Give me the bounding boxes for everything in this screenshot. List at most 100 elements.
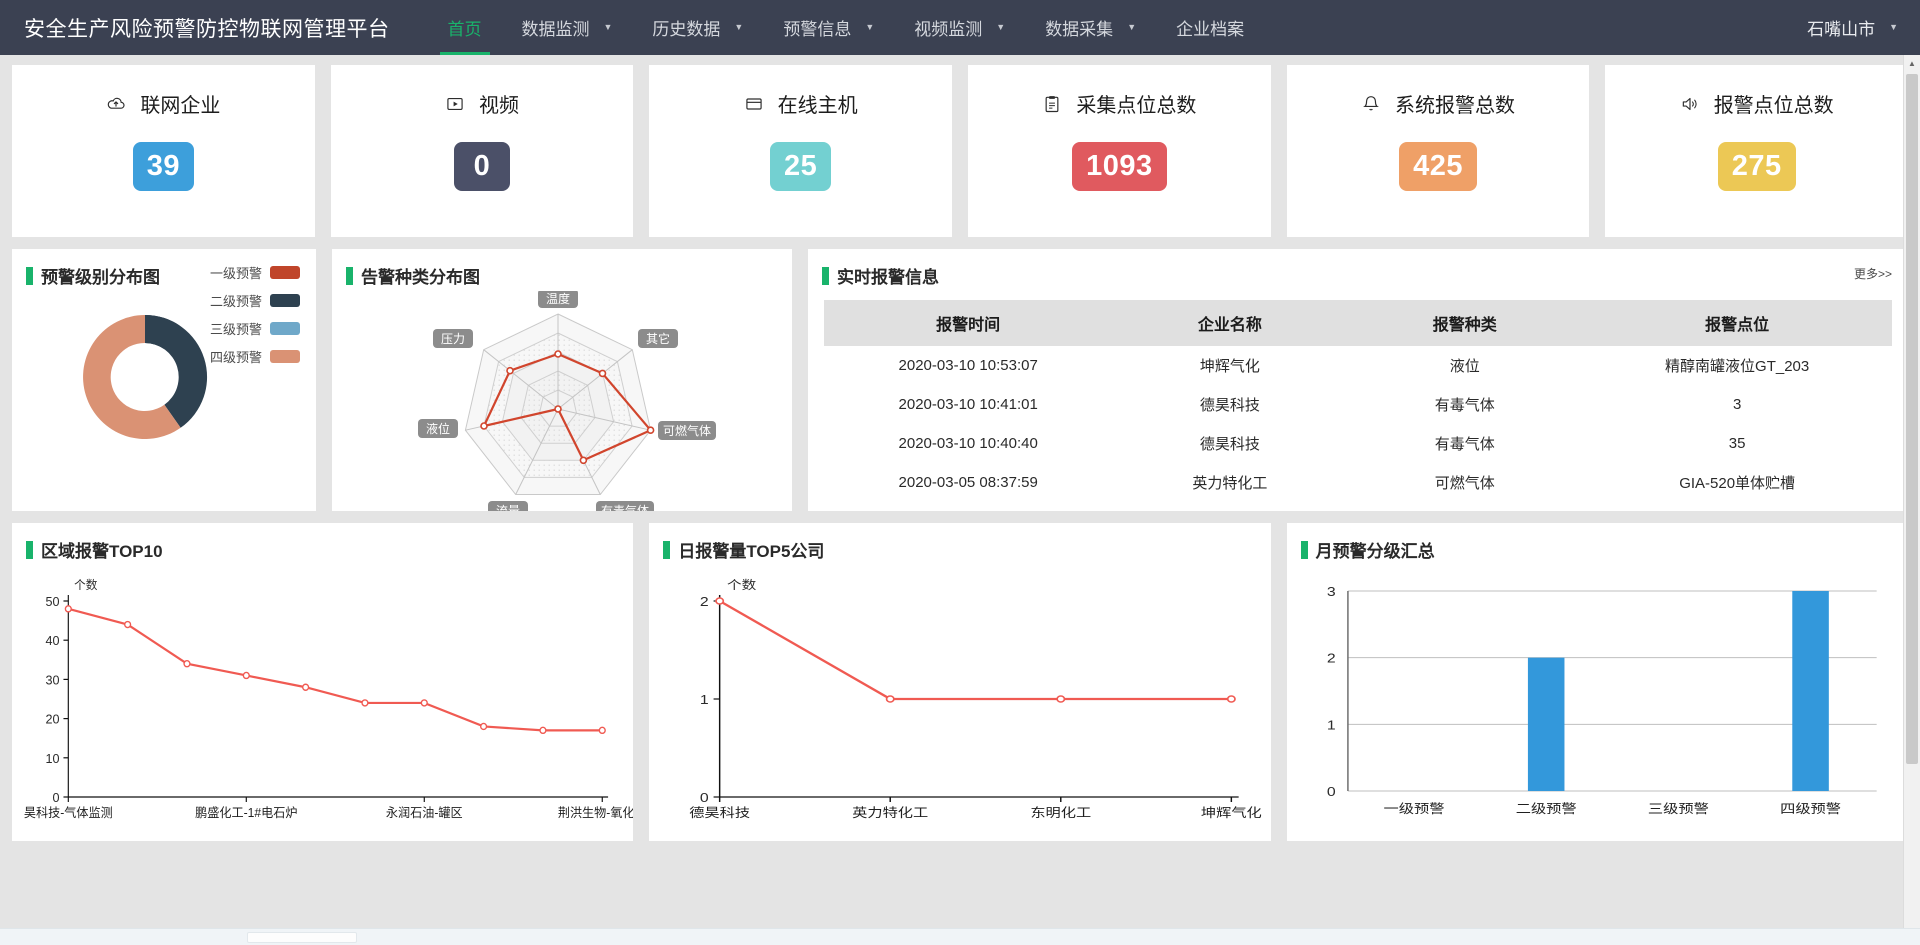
- stat-value-badge: 39: [132, 142, 194, 191]
- stat-title: 在线主机: [777, 95, 858, 117]
- title-accent-bar: [346, 266, 353, 285]
- chart-area: 0 10 20 30 40 50 个数 昊科技-气体监测 鹏盛化工-1#电石炉 永润石油-罐区 荆洪…: [12, 567, 633, 841]
- nav-item-enterprise-archive[interactable]: 企业档案: [1156, 0, 1264, 55]
- bar: [1791, 591, 1829, 791]
- y-tick-label: 10: [46, 751, 60, 766]
- more-link[interactable]: 更多>>: [1853, 267, 1892, 281]
- legend-label: 三级预警: [209, 322, 262, 337]
- vertical-scroll-thumb[interactable]: [1906, 74, 1918, 764]
- x-tick-label: 鹏盛化工-1#电石炉: [195, 805, 297, 820]
- stat-card-alarm-points[interactable]: 报警点位总数 275: [1605, 65, 1909, 237]
- radar-axis-label: 流量: [496, 504, 520, 511]
- data-point: [302, 683, 310, 691]
- data-point: [183, 660, 191, 668]
- stat-card-online-hosts[interactable]: 在线主机 25: [649, 65, 953, 237]
- data-point: [1227, 695, 1237, 703]
- panel-header: 告警种类分布图: [332, 249, 792, 288]
- stat-card-video[interactable]: 视频 0: [330, 65, 634, 237]
- legend-item[interactable]: 二级预警: [210, 291, 300, 310]
- server-icon: [746, 97, 762, 110]
- nav-item-warning-info[interactable]: 预警信息 ▼: [763, 0, 894, 55]
- stat-head: 联网企业: [106, 89, 220, 118]
- x-tick-label: 三级预警: [1648, 801, 1709, 815]
- stat-head: 报警点位总数: [1680, 89, 1834, 118]
- chevron-down-icon: ▼: [734, 22, 744, 32]
- nav-item-data-collection[interactable]: 数据采集 ▼: [1025, 0, 1156, 55]
- radar-axis-label: 其它: [646, 331, 670, 346]
- legend-item[interactable]: 一级预警: [210, 263, 300, 282]
- nav-item-history-data[interactable]: 历史数据 ▼: [632, 0, 763, 55]
- y-tick-label: 0: [1327, 785, 1336, 799]
- panel-header: 日报警量TOP5公司: [649, 523, 1270, 562]
- y-axis-label: 个数: [727, 578, 756, 591]
- nav-item-data-monitor[interactable]: 数据监测 ▼: [502, 0, 633, 55]
- x-tick-label: 德昊科技: [690, 805, 751, 819]
- x-tick-label: 荆洪生物-氧化反: [558, 806, 633, 820]
- video-icon: [447, 97, 463, 110]
- panel-realtime-alarms: 实时报警信息 更多>> 报警时间 企业名称 报警种类 报警点位: [808, 249, 1908, 511]
- chart-area: 0 1 2 个数 德昊科技 英力特化工 东明化工 坤辉气化: [649, 567, 1270, 841]
- data-point: [480, 722, 488, 731]
- cell-type: 有毒气体: [1434, 436, 1495, 453]
- nav-item-home[interactable]: 首页: [428, 0, 502, 55]
- x-tick-label: 英力特化工: [852, 805, 928, 819]
- cell-type: 液位: [1449, 358, 1480, 375]
- y-tick-label: 0: [700, 791, 709, 805]
- stat-card-system-alarms[interactable]: 系统报警总数 425: [1286, 65, 1590, 237]
- cell-time: 2020-03-10 10:53:07: [898, 357, 1038, 374]
- radar-axis-label: 液位: [426, 421, 450, 436]
- scroll-up-arrow-icon[interactable]: ▲: [1904, 55, 1920, 72]
- panel-warning-level-distribution: 预警级别分布图 一级预警 二级预警 三级预警: [12, 249, 316, 511]
- stat-title: 采集点位总数: [1076, 95, 1197, 117]
- horizontal-scroll-thumb[interactable]: [247, 932, 357, 943]
- x-tick-label: 二级预警: [1515, 801, 1576, 815]
- data-point: [420, 699, 428, 707]
- panel-title-text: 预警级别分布图: [41, 268, 160, 287]
- table-row[interactable]: 2020-03-10 10:53:07 坤辉气化 液位 精醇南罐液位GT_203: [824, 346, 1892, 385]
- panel-monthly-warning-levels: 月预警分级汇总 0 1 2 3 一级预警 二级预警 三级预警 四级预警: [1286, 523, 1908, 841]
- stat-value-badge: 25: [770, 142, 832, 191]
- stat-head: 采集点位总数: [1042, 89, 1196, 118]
- data-point: [64, 605, 72, 613]
- stat-head: 在线主机: [744, 89, 858, 118]
- nav-label: 数据采集: [1045, 20, 1114, 39]
- horizontal-scrollbar[interactable]: [0, 928, 1920, 945]
- realtime-alarm-table: 报警时间 企业名称 报警种类 报警点位 2020-03-10 10:53:07 …: [824, 300, 1892, 502]
- vertical-scrollbar[interactable]: ▲: [1903, 55, 1920, 928]
- legend-item[interactable]: 三级预警: [210, 319, 300, 338]
- app-title: 安全生产风险预警防控物联网管理平台: [24, 17, 390, 41]
- panel-title-text: 实时报警信息: [837, 268, 939, 287]
- nav-item-video-monitor[interactable]: 视频监测 ▼: [894, 0, 1025, 55]
- cell-type: 可燃气体: [1434, 475, 1495, 492]
- stat-card-collection-points[interactable]: 采集点位总数 1093: [968, 65, 1271, 237]
- cell-enterprise: 德昊科技: [1199, 436, 1260, 453]
- legend-item[interactable]: 四级预警: [210, 347, 300, 366]
- bell-icon: [1363, 95, 1379, 110]
- stat-card-connected-enterprises[interactable]: 联网企业 39: [12, 65, 315, 237]
- data-point: [242, 671, 250, 680]
- panel-title-text: 告警种类分布图: [361, 268, 480, 287]
- panel-title-text: 日报警量TOP5公司: [678, 542, 825, 561]
- monthly-warning-levels-chart[interactable]: 0 1 2 3 一级预警 二级预警 三级预警 四级预警: [1287, 567, 1908, 841]
- table-row[interactable]: 2020-03-10 10:40:40 德昊科技 有毒气体 35: [824, 424, 1892, 463]
- legend-label: 二级预警: [209, 294, 262, 309]
- y-tick-label: 1: [700, 693, 709, 707]
- y-axis-label: 个数: [74, 578, 97, 592]
- region-selector[interactable]: 石嘴山市 ▼: [1807, 15, 1898, 40]
- x-tick-label: 永润石油-罐区: [386, 806, 463, 820]
- alarm-type-radar-chart[interactable]: 温度 其它 可燃气体 有毒气体 流量 液位: [332, 291, 792, 511]
- title-accent-bar: [822, 266, 829, 285]
- nav-label: 视频监测: [914, 20, 983, 39]
- data-point: [1056, 695, 1066, 703]
- stat-title: 系统报警总数: [1395, 95, 1516, 117]
- clipboard-icon: [1045, 95, 1059, 112]
- table-row[interactable]: 2020-03-10 10:41:01 德昊科技 有毒气体 3: [824, 385, 1892, 424]
- top-navbar: 安全生产风险预警防控物联网管理平台 首页 数据监测 ▼ 历史数据 ▼ 预警信息 …: [0, 0, 1920, 55]
- cell-enterprise: 德昊科技: [1199, 397, 1260, 414]
- table-row[interactable]: 2020-03-05 08:37:59 英力特化工 可燃气体 GIA-520单体…: [824, 463, 1892, 502]
- warning-level-donut-chart[interactable]: [12, 305, 316, 505]
- column-header-enterprise: 企业名称: [1112, 300, 1348, 346]
- title-accent-bar: [26, 266, 33, 285]
